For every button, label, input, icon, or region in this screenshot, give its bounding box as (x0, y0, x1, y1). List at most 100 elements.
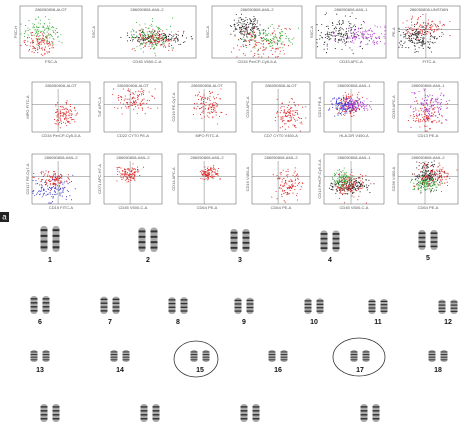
event-dot (445, 176, 447, 178)
event-dot (281, 105, 283, 107)
event-dot (341, 108, 343, 110)
event-dot (148, 35, 150, 37)
event-dot (58, 185, 61, 187)
plot-title: 286050808-AML-1 (337, 155, 371, 160)
event-dot (47, 174, 49, 176)
event-dot (206, 173, 208, 175)
event-dot (114, 106, 116, 109)
event-dot (355, 17, 357, 20)
event-dot (28, 50, 30, 52)
event-dot (425, 101, 427, 104)
event-dot (258, 53, 260, 56)
event-dot (143, 42, 145, 44)
event-dot (332, 178, 334, 180)
event-dot (276, 178, 278, 180)
chromosome-band (252, 414, 260, 416)
event-dot (126, 107, 128, 109)
chromosome-band (140, 406, 148, 408)
event-dot (325, 12, 328, 14)
event-dot (143, 37, 145, 40)
event-dot (70, 117, 72, 119)
event-dot (363, 109, 366, 111)
chromosome-band (372, 418, 380, 420)
event-dot (177, 37, 179, 39)
event-dot (417, 186, 419, 188)
event-dot (45, 37, 47, 39)
event-dot (45, 184, 47, 186)
event-dot (244, 31, 246, 33)
event-dot (205, 173, 207, 175)
event-dot (66, 180, 68, 182)
event-dot (344, 186, 346, 188)
event-dot (353, 35, 355, 37)
event-dot (119, 171, 121, 173)
event-dot (410, 39, 412, 41)
event-dot (449, 177, 451, 179)
event-dot (438, 162, 440, 164)
event-dot (275, 56, 277, 58)
event-dot (51, 35, 53, 38)
event-dot (130, 94, 132, 96)
event-dot (372, 41, 374, 43)
event-dot (413, 173, 415, 175)
event-dot (242, 40, 245, 43)
event-dot (164, 35, 166, 37)
chromosome-band (152, 414, 160, 416)
event-dot (343, 98, 345, 100)
event-dot (251, 31, 254, 33)
event-dot (339, 35, 341, 37)
event-dot (423, 186, 425, 188)
event-dot (195, 108, 197, 110)
chromosome-band (362, 351, 370, 353)
event-dot (285, 180, 287, 182)
event-dot (343, 33, 345, 36)
event-dot (120, 99, 123, 101)
event-dot (341, 33, 343, 35)
event-dot (347, 108, 349, 110)
event-dot (163, 34, 165, 36)
event-dot (42, 30, 44, 32)
event-dot (207, 176, 209, 178)
event-dot (339, 101, 341, 103)
chromosome-pair: 5 (418, 230, 438, 262)
event-dot (410, 35, 412, 38)
event-dot (258, 56, 260, 58)
event-dot (75, 114, 77, 116)
event-dot (357, 106, 359, 108)
event-dot (43, 32, 45, 34)
event-dot (264, 35, 266, 37)
event-dot (152, 31, 155, 34)
event-dot (268, 32, 270, 34)
event-dot (287, 120, 289, 123)
plot-frame (103, 81, 163, 133)
event-dot (133, 101, 135, 103)
event-dot (366, 37, 368, 39)
event-dot (253, 35, 255, 37)
event-dot (346, 41, 348, 43)
event-dot (140, 38, 142, 40)
chromosome-band (138, 230, 146, 233)
event-dot (271, 196, 273, 198)
event-dot (212, 116, 214, 118)
event-dot (134, 102, 136, 104)
event-dot (333, 174, 336, 176)
event-dot (263, 53, 265, 55)
event-dot (449, 35, 451, 37)
event-dot (366, 187, 368, 189)
chromosome-pair: 1 (40, 226, 60, 264)
event-dot (64, 113, 67, 115)
event-dot (49, 37, 51, 39)
event-dot (346, 96, 348, 98)
event-dot (46, 39, 49, 41)
chromosome-band (350, 359, 358, 361)
event-dot (69, 109, 71, 112)
event-dot (347, 187, 349, 189)
event-dot (48, 179, 50, 181)
event-dot (137, 90, 139, 92)
event-dot (294, 170, 296, 172)
event-dot (430, 26, 432, 28)
chromosome-band (240, 418, 248, 420)
event-dot (292, 183, 294, 185)
event-dot (69, 103, 72, 106)
event-dot (117, 107, 119, 109)
